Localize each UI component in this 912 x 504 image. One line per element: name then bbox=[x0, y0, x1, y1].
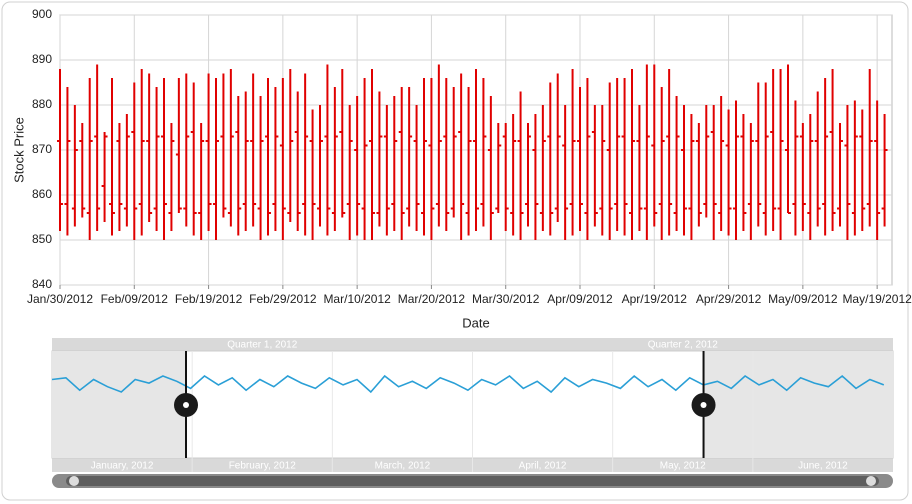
x-tick-label: May/19/2012 bbox=[842, 292, 912, 306]
scrollbar-thumb[interactable] bbox=[66, 476, 879, 486]
range-thumb-dot[interactable] bbox=[183, 402, 190, 408]
y-tick-label: 840 bbox=[32, 277, 52, 291]
navigator-bottom-label: January, 2012 bbox=[91, 461, 154, 472]
x-axis-title: Date bbox=[462, 315, 489, 330]
navigator-bottom-label: May, 2012 bbox=[660, 461, 706, 472]
y-tick-label: 900 bbox=[32, 7, 52, 21]
x-tick-label: May/09/2012 bbox=[768, 292, 838, 306]
y-tick-label: 880 bbox=[32, 97, 52, 111]
y-tick-label: 890 bbox=[32, 52, 52, 66]
navigator-bottom-label: June, 2012 bbox=[798, 461, 848, 472]
unselected-region bbox=[52, 351, 187, 458]
scrollbar-handle[interactable] bbox=[866, 476, 876, 486]
navigator-bottom-label: February, 2012 bbox=[229, 461, 297, 472]
x-tick-label: Feb/19/2012 bbox=[175, 292, 243, 306]
x-tick-label: Apr/29/2012 bbox=[696, 292, 762, 306]
x-tick-label: Apr/19/2012 bbox=[622, 292, 688, 306]
x-tick-label: Feb/09/2012 bbox=[101, 292, 169, 306]
navigator-bottom-label: April, 2012 bbox=[519, 461, 567, 472]
x-tick-label: Apr/09/2012 bbox=[547, 292, 613, 306]
x-tick-label: Jan/30/2012 bbox=[27, 292, 93, 306]
y-tick-label: 870 bbox=[32, 142, 52, 156]
x-tick-label: Mar/10/2012 bbox=[323, 292, 391, 306]
x-tick-label: Feb/29/2012 bbox=[249, 292, 317, 306]
navigator-line bbox=[51, 374, 885, 394]
navigator-top-label: Quarter 2, 2012 bbox=[648, 340, 718, 351]
navigator-top-band bbox=[52, 338, 893, 351]
unselected-region bbox=[703, 351, 893, 458]
navigator-bottom-label: March, 2012 bbox=[375, 461, 431, 472]
y-tick-label: 850 bbox=[32, 232, 52, 246]
x-tick-label: Mar/30/2012 bbox=[472, 292, 540, 306]
range-thumb-dot[interactable] bbox=[700, 402, 707, 408]
y-axis-title: Stock Price bbox=[11, 117, 26, 183]
navigator-top-label: Quarter 1, 2012 bbox=[227, 340, 297, 351]
y-tick-label: 860 bbox=[32, 187, 52, 201]
scrollbar-handle[interactable] bbox=[69, 476, 79, 486]
x-tick-label: Mar/20/2012 bbox=[398, 292, 466, 306]
